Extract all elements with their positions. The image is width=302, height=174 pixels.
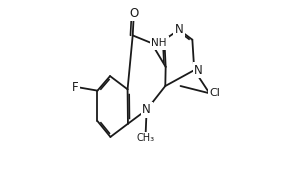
Text: N: N [175, 23, 183, 36]
Text: CH₃: CH₃ [137, 133, 155, 143]
Text: N: N [194, 64, 203, 77]
Text: NH: NH [151, 38, 167, 48]
Text: F: F [72, 81, 79, 94]
Text: Cl: Cl [210, 88, 220, 98]
Text: O: O [129, 7, 139, 20]
Text: N: N [142, 103, 151, 116]
